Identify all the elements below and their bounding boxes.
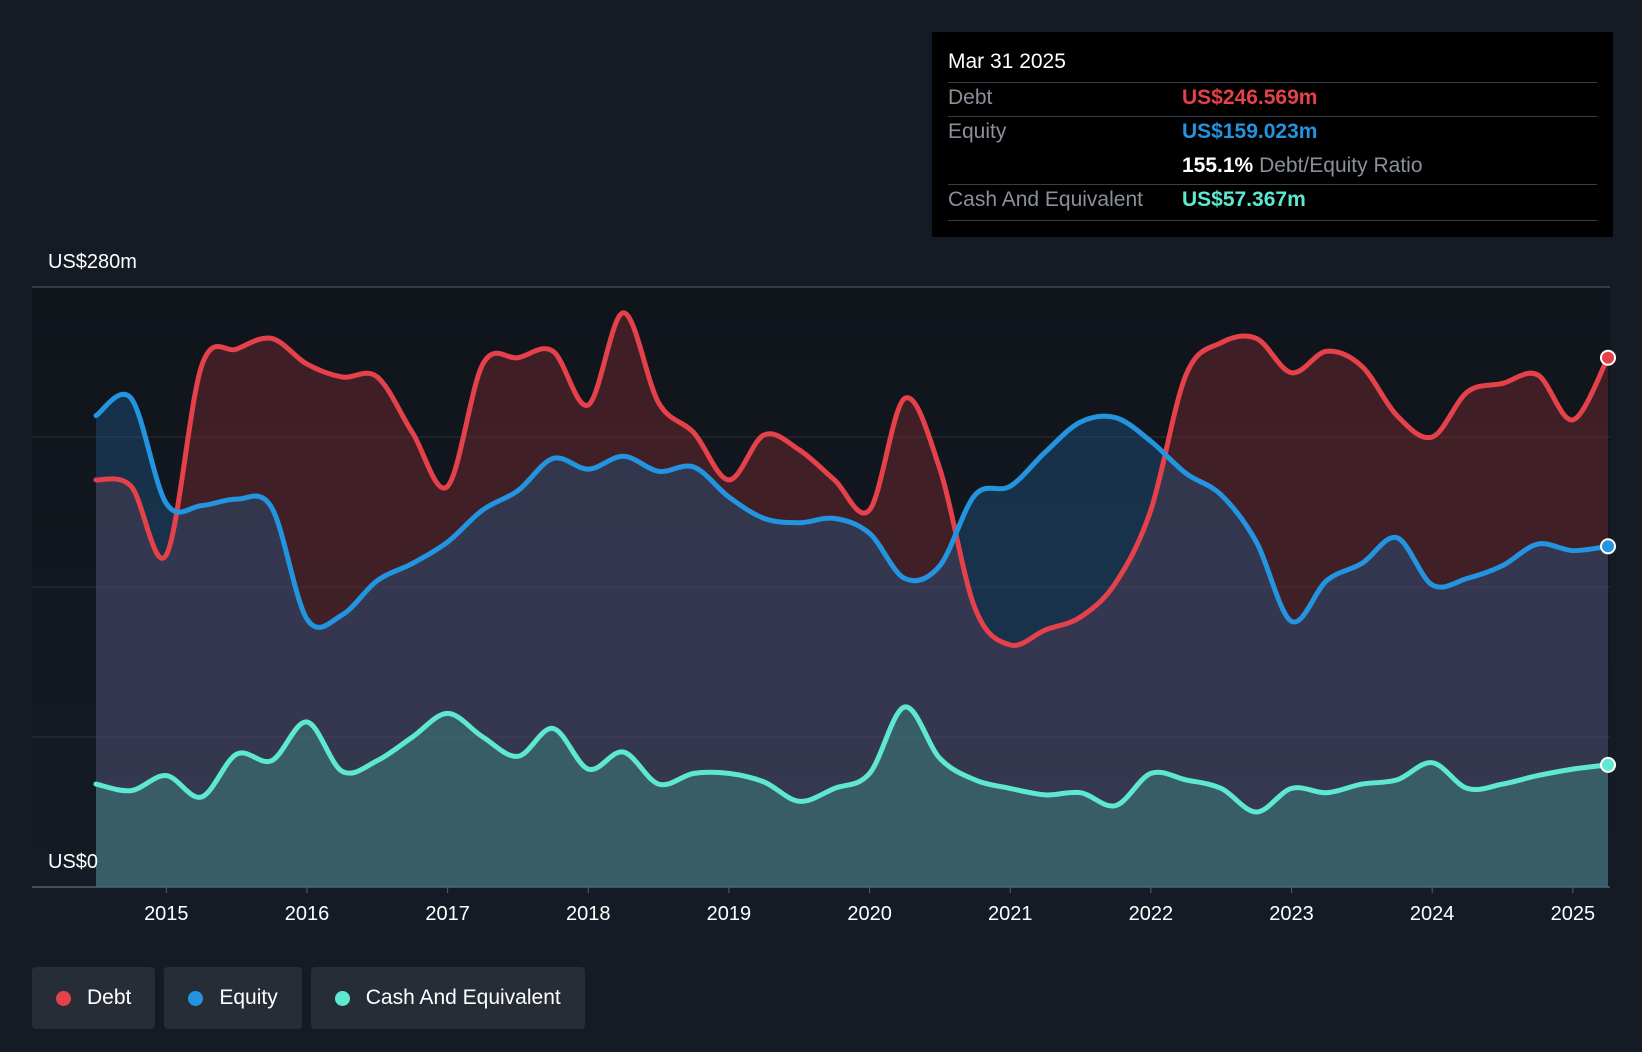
debt-line	[93, 310, 1611, 648]
x-tick-label: 2020	[847, 903, 892, 925]
equity-dot-icon	[188, 990, 204, 1006]
equity-line	[93, 392, 1611, 630]
cash-dot-icon	[334, 990, 350, 1006]
tooltip-cash-value: US$57.367m	[1182, 188, 1306, 211]
legend-item-cash[interactable]: Cash And Equivalent	[310, 967, 585, 1029]
x-tick-label: 2017	[425, 903, 470, 925]
x-tick-label: 2016	[285, 903, 330, 925]
cash-line	[93, 704, 1611, 815]
tooltip-panel: Mar 31 2025 Debt US$246.569m Equity US$1…	[932, 32, 1613, 237]
legend-cash-label: Cash And Equivalent	[365, 986, 561, 1009]
debt-dot-icon	[56, 990, 71, 1006]
tooltip-debt-label: Debt	[948, 86, 993, 109]
cash-area	[96, 706, 1608, 887]
x-tick-label: 2023	[1269, 903, 1314, 925]
y-axis-bottom-label: US$0	[48, 851, 99, 873]
x-tick-label: 2025	[1551, 903, 1596, 925]
tooltip-divider	[948, 184, 1597, 185]
tooltip-debt-value: US$246.569m	[1182, 86, 1318, 109]
equity-end-point	[1600, 538, 1616, 555]
cash-end-point	[1600, 756, 1616, 773]
debt-end-point	[1600, 349, 1616, 366]
legend-equity-label: Equity	[219, 986, 278, 1009]
tooltip-equity-label: Equity	[948, 120, 1007, 143]
legend: Debt Equity Cash And Equivalent	[32, 967, 585, 1029]
legend-debt-label: Debt	[87, 986, 132, 1009]
y-axis-top-label: US$280m	[48, 251, 137, 273]
tooltip-ratio-label: Debt/Equity Ratio	[1259, 154, 1423, 177]
x-tick-label: 2019	[707, 903, 752, 925]
tooltip-ratio: 155.1% Debt/Equity Ratio	[1182, 154, 1423, 178]
x-tick-label: 2018	[566, 903, 611, 925]
tooltip-date: Mar 31 2025	[948, 50, 1066, 73]
tooltip-cash-label: Cash And Equivalent	[948, 188, 1143, 211]
x-tick-label: 2021	[988, 903, 1033, 925]
debt-area	[96, 312, 1608, 887]
x-tick-label: 2015	[144, 903, 189, 925]
tooltip-divider	[948, 82, 1597, 83]
tooltip-equity-value: US$159.023m	[1182, 120, 1318, 143]
x-tick-label: 2024	[1410, 903, 1455, 925]
tooltip-ratio-value: 155.1%	[1182, 154, 1254, 177]
tooltip-divider	[948, 116, 1597, 117]
x-tick-label: 2022	[1129, 903, 1174, 925]
tooltip-divider	[948, 220, 1597, 221]
legend-item-equity[interactable]: Equity	[164, 967, 302, 1029]
legend-item-debt[interactable]: Debt	[32, 967, 156, 1029]
